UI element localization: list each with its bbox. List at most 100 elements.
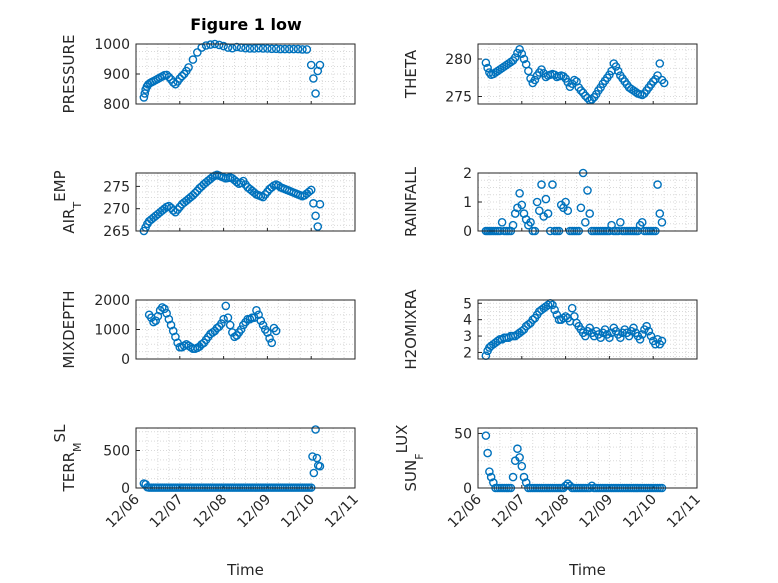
data-point (493, 336, 503, 346)
data-point (267, 44, 277, 54)
data-point (519, 54, 529, 64)
data-point (642, 321, 651, 331)
x-axis-label: Time (226, 561, 264, 579)
data-point (280, 44, 290, 54)
subplot-5: 0 1000 2000 MIXDEPTH (60, 290, 356, 369)
data-point (308, 452, 317, 461)
y-axis-label: TERRMSL (51, 424, 84, 493)
data-point (570, 75, 579, 85)
data-point (228, 43, 237, 53)
data-point (655, 209, 665, 218)
y-axis-label: H2OMIXRA (402, 289, 420, 370)
data-point (524, 66, 533, 76)
subplot-2: 275 280 THETA (402, 43, 698, 106)
data-point (485, 68, 494, 77)
y-tick-label: 2000 (94, 293, 130, 309)
data-point (311, 211, 320, 221)
data-point (653, 180, 662, 189)
y-tick-label: 5 (463, 296, 472, 312)
data-point (306, 185, 316, 195)
x-axis-label: Time (568, 561, 606, 579)
data-point (567, 303, 577, 313)
axes-frame (477, 43, 698, 105)
data-point (177, 71, 187, 81)
axes-frame (135, 172, 356, 232)
x-tick-label: 12/08 (533, 492, 573, 532)
data-point (506, 57, 516, 67)
data-point (236, 325, 246, 334)
data-point (508, 220, 518, 230)
x-tick-label: 12/11 (322, 492, 362, 532)
data-point (585, 209, 594, 218)
data-point (256, 316, 266, 325)
data-point (284, 44, 294, 54)
data-point (258, 320, 268, 330)
x-tick-label: 12/06 (445, 491, 485, 531)
subplot-4: 0 1 2 RAINFALL (402, 166, 698, 240)
data-point (648, 77, 658, 86)
data-point (139, 93, 149, 102)
data-point (519, 472, 529, 482)
y-tick-label: 3 (463, 329, 472, 345)
data-point (306, 60, 316, 70)
data-point (635, 335, 645, 344)
figure-title: Figure 1 low (190, 15, 302, 34)
data-point (515, 453, 524, 462)
data-point (517, 461, 527, 471)
data-point (657, 217, 667, 227)
data-point (585, 323, 594, 333)
axes-frame (477, 299, 698, 360)
data-point (535, 206, 544, 215)
data-point (160, 304, 169, 314)
data-point (629, 323, 638, 333)
data-point (258, 44, 268, 53)
y-tick-label: 1000 (94, 323, 130, 339)
y-tick-label: 800 (103, 97, 130, 113)
data-point (508, 472, 518, 482)
y-tick-label: 500 (103, 444, 130, 460)
data-point (651, 339, 660, 349)
data-point (219, 41, 228, 51)
x-tick-label: 12/07 (489, 492, 529, 532)
data-point (214, 40, 224, 50)
data-point (168, 206, 178, 215)
x-tick-label: 12/09 (576, 492, 616, 532)
y-tick-label: 275 (445, 90, 472, 106)
data-point (581, 91, 590, 101)
data-point (304, 187, 314, 197)
data-point (486, 472, 496, 482)
data-point (175, 74, 185, 83)
data-point (208, 328, 217, 337)
data-point (225, 320, 235, 330)
y-tick-label: 265 (103, 224, 130, 240)
data-point (653, 335, 662, 344)
data-point (530, 75, 540, 85)
data-point (616, 217, 625, 227)
data-point (197, 339, 206, 349)
data-point (223, 313, 233, 323)
data-point (309, 74, 318, 83)
y-tick-label: 0 (121, 352, 130, 368)
data-point (596, 333, 605, 342)
data-point (517, 49, 527, 59)
y-axis-label: SUNFLUX (393, 425, 426, 492)
data-point (552, 310, 562, 320)
data-point (190, 188, 200, 198)
data-point (221, 301, 231, 311)
data-point (162, 70, 171, 80)
x-tick-label: 12/10 (620, 492, 660, 532)
data-point (581, 331, 590, 341)
data-point (561, 312, 570, 321)
data-point (517, 326, 527, 336)
x-tick-label: 12/07 (147, 492, 187, 532)
data-point (559, 71, 568, 81)
y-axis-label: MIXDEPTH (60, 290, 78, 368)
data-point (483, 448, 492, 458)
y-tick-label: 0 (121, 481, 130, 497)
data-point (309, 468, 319, 478)
subplot-1: 800 900 1000 PRESSURE (60, 35, 356, 113)
x-tick-label: 12/06 (103, 491, 143, 531)
